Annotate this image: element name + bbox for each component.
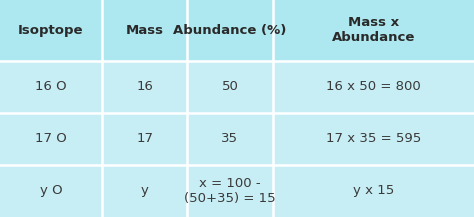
Text: 35: 35	[221, 132, 238, 145]
Text: y: y	[141, 184, 148, 197]
Bar	[0, 113, 474, 165]
Bar	[0, 61, 474, 113]
Bar	[0, 165, 474, 217]
Text: y O: y O	[40, 184, 62, 197]
Text: Isoptope: Isoptope	[18, 24, 84, 37]
Text: y x 15: y x 15	[353, 184, 394, 197]
Text: Mass x
Abundance: Mass x Abundance	[332, 16, 415, 44]
Text: Mass: Mass	[126, 24, 164, 37]
Text: 16 x 50 = 800: 16 x 50 = 800	[326, 80, 420, 93]
Text: 16: 16	[136, 80, 153, 93]
Text: 17: 17	[136, 132, 153, 145]
Bar	[0, 0, 474, 61]
Text: Abundance (%): Abundance (%)	[173, 24, 287, 37]
Text: 17 x 35 = 595: 17 x 35 = 595	[326, 132, 421, 145]
Text: 50: 50	[221, 80, 238, 93]
Text: 17 O: 17 O	[35, 132, 67, 145]
Text: x = 100 -
(50+35) = 15: x = 100 - (50+35) = 15	[184, 177, 276, 205]
Text: 16 O: 16 O	[35, 80, 67, 93]
